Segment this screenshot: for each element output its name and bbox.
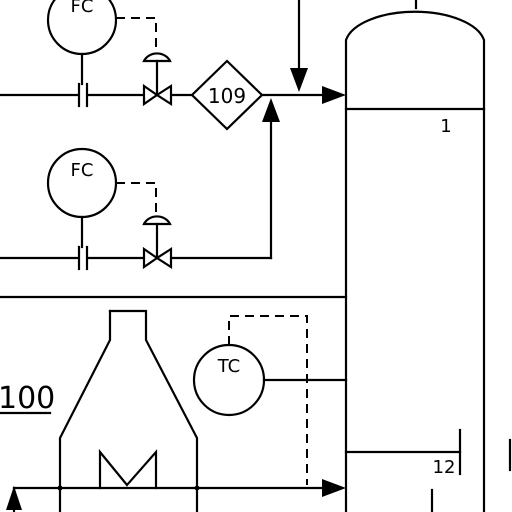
furnace-tag: 100 xyxy=(0,381,55,416)
tc-signal xyxy=(228,315,308,485)
orifice-plate-bottom xyxy=(77,245,89,271)
arrow-into-column-top xyxy=(322,86,346,104)
arrow-down-into-line xyxy=(290,68,308,92)
fc-bottom-signal xyxy=(116,182,157,212)
control-valve-top xyxy=(142,52,173,107)
distillation-column: 1 12 xyxy=(344,0,486,512)
mixer-109: 109 xyxy=(190,59,264,131)
fc-top-signal xyxy=(116,17,157,52)
mixer-tag: 109 xyxy=(208,84,246,108)
furnace-100 xyxy=(6,309,346,512)
tc-instrument: TC xyxy=(192,343,348,417)
fc-instrument-bottom: FC xyxy=(46,147,118,249)
furnace-coil xyxy=(98,448,158,490)
fc-bottom-label: FC xyxy=(71,160,94,181)
arrow-up-left xyxy=(6,486,22,510)
fc-instrument-top: FC xyxy=(46,0,118,86)
tray-top-label: 1 xyxy=(440,116,451,137)
fc-top-label: FC xyxy=(71,0,94,17)
top-inlet-line xyxy=(290,0,308,92)
arrow-into-column-bottom xyxy=(322,479,346,497)
second-feed-line xyxy=(0,98,280,260)
orifice-plate-top xyxy=(77,82,89,108)
control-valve-bottom xyxy=(142,215,173,270)
top-feed-line xyxy=(0,86,346,104)
tc-label: TC xyxy=(217,356,241,377)
arrow-up-into-junction xyxy=(262,98,280,122)
tray-side-label: 12 xyxy=(433,457,456,478)
